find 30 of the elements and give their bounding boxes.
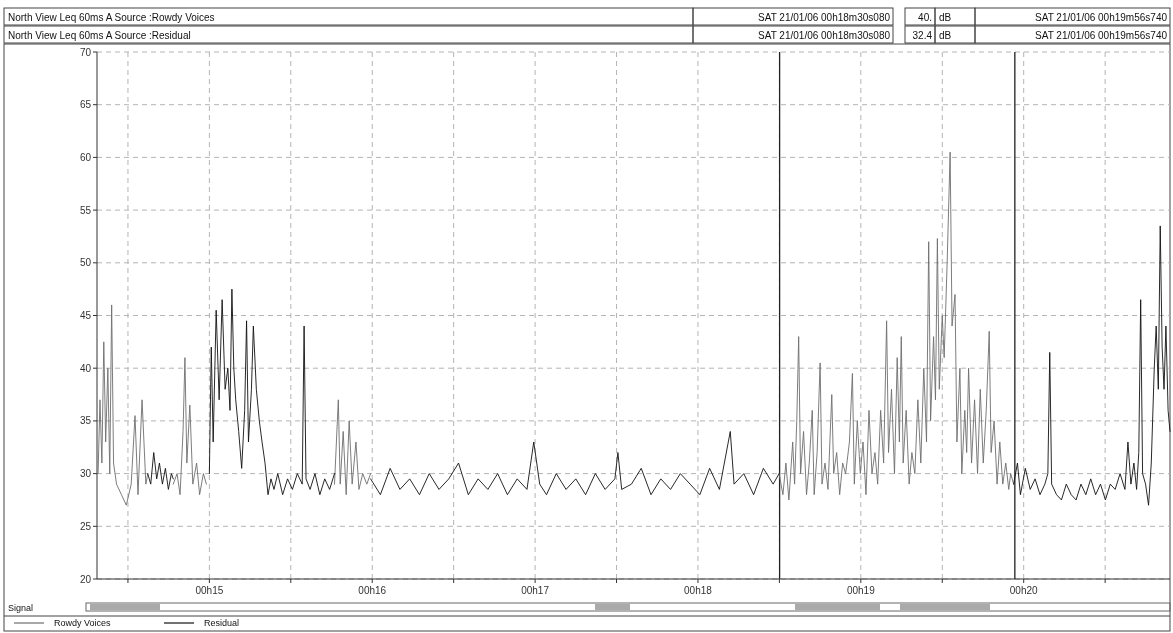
y-tick-label: 40	[79, 362, 92, 374]
y-tick-label: 25	[79, 520, 92, 532]
y-tick-label: 30	[79, 468, 92, 480]
text: 32.4	[912, 29, 933, 41]
legend-label: Residual	[204, 618, 240, 628]
y-tick-label: 20	[79, 573, 92, 585]
legend-label: Rowdy Voices	[54, 618, 112, 628]
y-tick-label: 60	[79, 151, 92, 163]
y-tick-label: 35	[79, 415, 92, 427]
y-tick-label: 65	[79, 99, 92, 111]
text: SAT 21/01/06 00h18m30s080	[758, 29, 891, 41]
x-tick-label: 00h18	[684, 585, 713, 596]
y-tick-label: 55	[79, 204, 92, 216]
x-tick-label: 00h16	[358, 585, 387, 596]
text: North View Leq 60ms A Source :Residual	[8, 29, 191, 41]
text: SAT 21/01/06 00h18m30s080	[758, 11, 891, 23]
text: dB	[939, 29, 952, 41]
y-tick-label: 70	[79, 46, 92, 58]
text: dB	[939, 11, 952, 23]
text: 40.	[918, 11, 932, 23]
y-tick-label: 50	[79, 257, 92, 269]
y-tick-label: 45	[79, 310, 92, 321]
text: SAT 21/01/06 00h19m56s740	[1035, 29, 1168, 41]
text: SAT 21/01/06 00h19m56s740	[1035, 11, 1168, 23]
x-tick-label: 00h19	[846, 585, 876, 596]
x-tick-label: 00h17	[521, 585, 550, 596]
text: North View Leq 60ms A Source :Rowdy Voices	[8, 11, 215, 23]
x-tick-label: 00h20	[1009, 585, 1039, 596]
text: Signal	[8, 603, 34, 613]
x-tick-label: 00h15	[195, 585, 224, 596]
